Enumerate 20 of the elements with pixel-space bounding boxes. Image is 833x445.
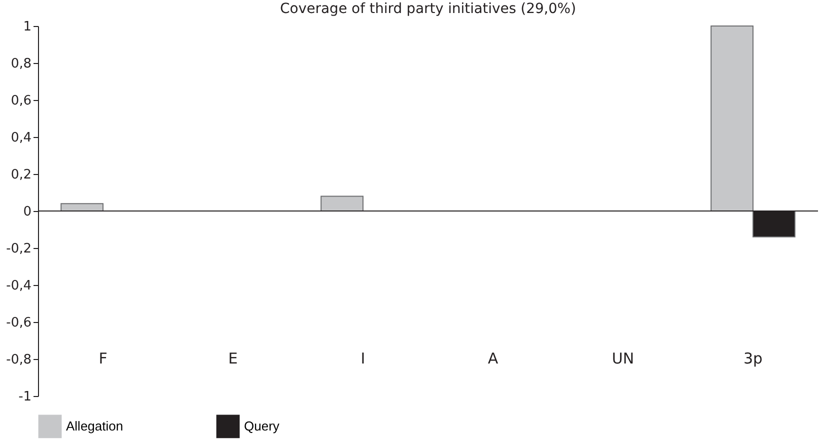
y-tick-label: 0,8 — [10, 56, 32, 72]
x-tick-label: UN — [612, 350, 634, 368]
y-tick-label: -0,8 — [6, 352, 32, 368]
y-tick-label: -0,2 — [6, 242, 32, 256]
legend-label: Allegation — [66, 418, 124, 434]
x-tick-label: 3p — [743, 350, 763, 368]
y-tick-label: -0,6 — [6, 316, 32, 330]
legend-label: Query — [244, 418, 280, 434]
x-tick-label: E — [228, 350, 238, 368]
y-tick-label: 0,6 — [10, 94, 32, 108]
y-tick-label: -1 — [18, 390, 32, 404]
x-tick-label: A — [488, 350, 499, 368]
y-tick-label: 1 — [23, 20, 32, 34]
chart-title: Coverage of third party initiatives (29,0%) — [280, 1, 576, 17]
y-tick-label: -0,4 — [6, 278, 32, 294]
x-tick-label: F — [98, 350, 108, 368]
y-tick-label: 0 — [23, 204, 32, 220]
y-tick-label: 0,4 — [10, 130, 32, 146]
y-tick-label: 0,2 — [10, 168, 32, 182]
x-tick-label: I — [360, 350, 366, 368]
